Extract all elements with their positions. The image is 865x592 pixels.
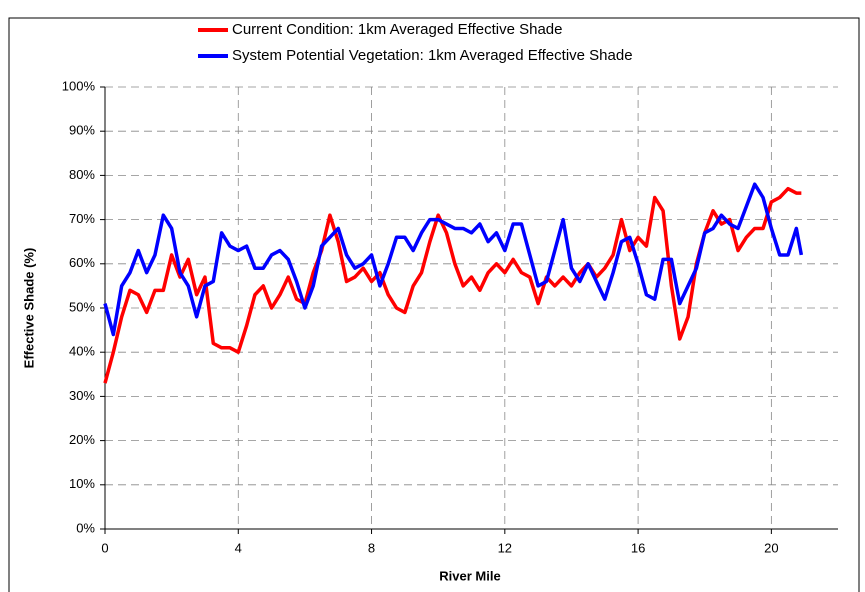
x-tick-label: 20 <box>764 540 778 555</box>
y-tick-label: 40% <box>69 344 95 359</box>
chart-frame <box>8 17 860 592</box>
y-tick-label: 10% <box>69 476 95 491</box>
x-tick-label: 4 <box>235 540 242 555</box>
line-series <box>103 186 802 384</box>
legend-label: System Potential Vegetation: 1km Average… <box>232 47 633 64</box>
y-tick-label: 30% <box>69 388 95 403</box>
x-tick-label: 0 <box>101 540 108 555</box>
x-tick-label: 16 <box>631 540 645 555</box>
line-series <box>103 182 804 337</box>
y-tick-label: 60% <box>69 255 95 270</box>
y-tick-label: 100% <box>62 78 96 93</box>
y-tick-label: 70% <box>69 211 95 226</box>
y-axis-label: Effective Shade (%) <box>21 248 36 369</box>
x-tick-label: 12 <box>498 540 512 555</box>
y-tick-label: 20% <box>69 432 95 447</box>
y-tick-label: 90% <box>69 123 95 138</box>
y-tick-label: 0% <box>76 520 95 535</box>
x-axis-label: River Mile <box>439 568 500 583</box>
x-tick-label: 8 <box>368 540 375 555</box>
y-tick-label: 50% <box>69 299 95 314</box>
legend-label: Current Condition: 1km Averaged Effectiv… <box>232 21 562 38</box>
y-tick-label: 80% <box>69 167 95 182</box>
